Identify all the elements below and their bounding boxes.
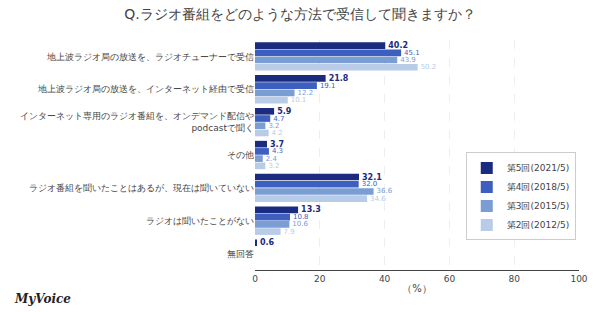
svg-text:32.1: 32.1: [362, 173, 382, 182]
svg-text:20: 20: [314, 274, 326, 284]
svg-text:その他: その他: [227, 150, 254, 160]
svg-text:7.9: 7.9: [284, 228, 295, 236]
svg-text:60: 60: [444, 274, 456, 284]
svg-text:40: 40: [379, 274, 391, 284]
svg-text:50.2: 50.2: [421, 63, 437, 71]
svg-text:MyVoice: MyVoice: [14, 292, 71, 306]
svg-text:80: 80: [508, 274, 520, 284]
svg-text:ラジオは聞いたことがない: ラジオは聞いたことがない: [146, 216, 254, 226]
svg-text:3.7: 3.7: [270, 140, 284, 149]
svg-text:2.4: 2.4: [266, 155, 278, 163]
svg-text:36.6: 36.6: [377, 187, 393, 195]
svg-text:0: 0: [252, 274, 258, 284]
svg-text:無回答: 無回答: [227, 249, 254, 259]
svg-text:地上波ラジオ局の放送を、ラジオチューナーで受信: 地上波ラジオ局の放送を、ラジオチューナーで受信: [46, 52, 254, 62]
svg-text:3.2: 3.2: [268, 162, 279, 170]
svg-text:3.2: 3.2: [268, 122, 279, 130]
svg-text:第3回(2015/5): 第3回(2015/5): [507, 201, 569, 211]
svg-text:ラジオ番組を聞いたことはあるが、現在は聞いていない: ラジオ番組を聞いたことはあるが、現在は聞いていない: [29, 183, 254, 193]
svg-text:10.6: 10.6: [292, 220, 308, 228]
svg-text:4.3: 4.3: [272, 147, 283, 155]
svg-text:32.0: 32.0: [362, 180, 378, 188]
svg-text:12.2: 12.2: [298, 89, 314, 97]
svg-text:100: 100: [570, 274, 587, 284]
svg-text:5.9: 5.9: [277, 107, 292, 116]
svg-text:インターネット専用のラジオ番組を、オンデマンド配信やpodc: インターネット専用のラジオ番組を、オンデマンド配信やpodcastで聞く: [20, 111, 254, 133]
svg-text:45.1: 45.1: [404, 49, 420, 57]
svg-text:13.3: 13.3: [301, 205, 321, 214]
svg-text:地上波ラジオ局の放送を、インターネット経由で受信: 地上波ラジオ局の放送を、インターネット経由で受信: [37, 84, 254, 94]
svg-text:43.9: 43.9: [400, 56, 416, 64]
svg-text:第2回(2012/5): 第2回(2012/5): [507, 220, 569, 230]
svg-text:第5回(2021/5): 第5回(2021/5): [507, 163, 569, 173]
svg-text:第4回(2018/5): 第4回(2018/5): [507, 182, 569, 192]
svg-text:34.6: 34.6: [370, 195, 386, 203]
svg-text:0.6: 0.6: [260, 238, 275, 247]
svg-text:10.8: 10.8: [293, 213, 309, 221]
svg-text:4.2: 4.2: [272, 129, 283, 137]
svg-text:19.1: 19.1: [320, 82, 336, 90]
svg-text:4.7: 4.7: [273, 115, 284, 123]
svg-text:21.8: 21.8: [329, 74, 349, 83]
svg-text:（%）: （%）: [402, 283, 432, 294]
svg-text:40.2: 40.2: [388, 41, 408, 50]
svg-text:10.1: 10.1: [291, 96, 307, 104]
svg-text:Q.ラジオ番組をどのような方法で受信して聞きますか？: Q.ラジオ番組をどのような方法で受信して聞きますか？: [124, 6, 475, 22]
